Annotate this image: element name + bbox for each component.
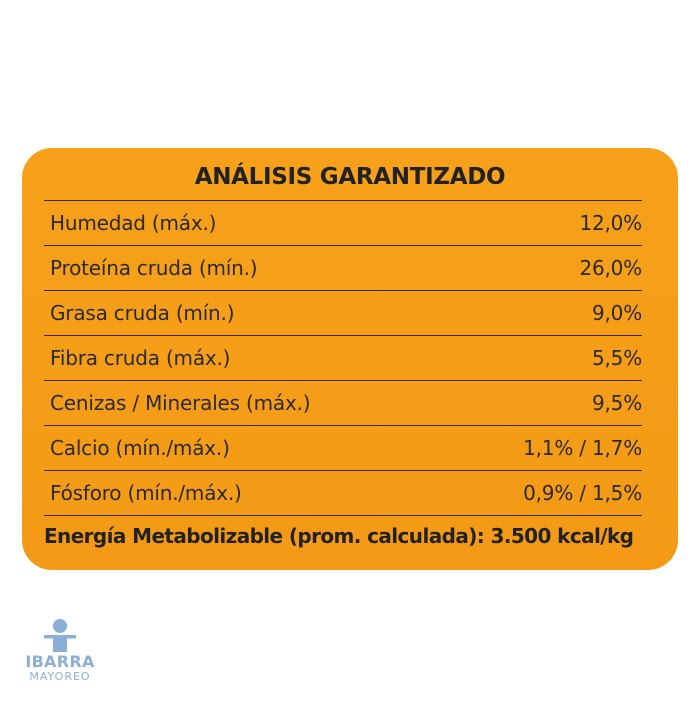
table-row: Calcio (mín./máx.) 1,1% / 1,7% <box>44 425 642 470</box>
table-row: Humedad (máx.) 12,0% <box>44 200 642 245</box>
row-value: 9,0% <box>591 301 642 325</box>
ibarra-mayoreo-logo: IBARRA MAYOREO <box>18 618 102 698</box>
row-label: Proteína cruda (mín.) <box>50 256 258 280</box>
table-row: Cenizas / Minerales (máx.) 9,5% <box>44 380 642 425</box>
table-row: Grasa cruda (mín.) 9,0% <box>44 290 642 335</box>
table-row: Fibra cruda (máx.) 5,5% <box>44 335 642 380</box>
row-label: Calcio (mín./máx.) <box>50 436 230 460</box>
panel-title: ANÁLISIS GARANTIZADO <box>194 164 506 190</box>
analysis-table: Humedad (máx.) 12,0% Proteína cruda (mín… <box>44 200 642 516</box>
row-value: 1,1% / 1,7% <box>523 436 642 460</box>
row-value: 12,0% <box>579 211 642 235</box>
energy-statement: Energía Metabolizable (prom. calculada):… <box>44 524 634 548</box>
row-label: Fósforo (mín./máx.) <box>50 481 242 505</box>
logo-subtitle: MAYOREO <box>29 670 91 683</box>
row-label: Humedad (máx.) <box>50 211 217 235</box>
person-icon <box>44 619 76 652</box>
guaranteed-analysis-panel: ANÁLISIS GARANTIZADO Humedad (máx.) 12,0… <box>22 148 678 570</box>
row-value: 5,5% <box>591 346 642 370</box>
table-row: Fósforo (mín./máx.) 0,9% / 1,5% <box>44 470 642 516</box>
table-row: Proteína cruda (mín.) 26,0% <box>44 245 642 290</box>
row-label: Cenizas / Minerales (máx.) <box>50 391 311 415</box>
row-value: 0,9% / 1,5% <box>523 481 642 505</box>
row-value: 9,5% <box>591 391 642 415</box>
row-label: Fibra cruda (máx.) <box>50 346 231 370</box>
logo-name: IBARRA <box>25 652 95 671</box>
row-label: Grasa cruda (mín.) <box>50 301 235 325</box>
row-value: 26,0% <box>579 256 642 280</box>
